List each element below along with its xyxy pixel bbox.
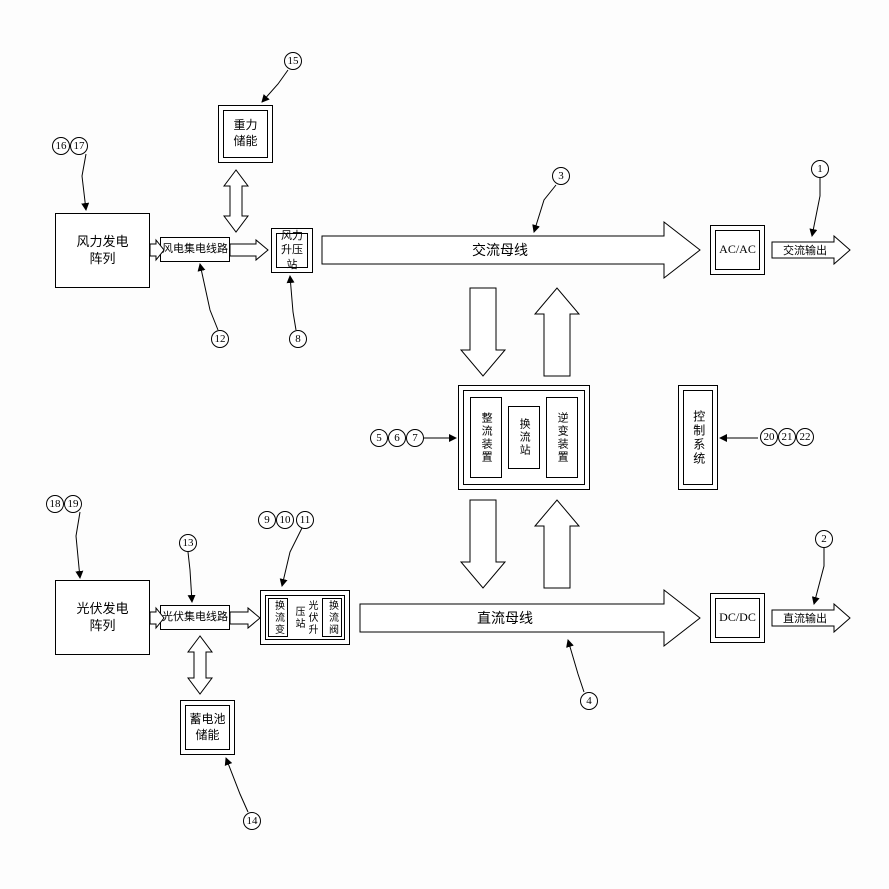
- sub-label: 光伏升压站: [292, 598, 318, 637]
- node-label: 风力发电阵列: [76, 234, 128, 268]
- callout-12: 12: [211, 330, 229, 348]
- callout-4: 4: [580, 692, 598, 710]
- callout-11: 11: [296, 511, 314, 529]
- node-label: 重力储能: [233, 118, 257, 149]
- callout-22: 22: [796, 428, 814, 446]
- node-wind-array: 风力发电阵列: [55, 213, 150, 288]
- callout-19: 19: [64, 495, 82, 513]
- callout-18: 18: [46, 495, 64, 513]
- callout-14: 14: [243, 812, 261, 830]
- node-pv-collect: 光伏集电线路: [160, 605, 230, 630]
- node-label: 光伏发电阵列: [76, 601, 128, 635]
- sub-label: 逆变装置: [555, 412, 569, 464]
- node-wind-collect: 风电集电线路: [160, 237, 230, 262]
- node-wind-boost: 风力升压站: [271, 228, 313, 273]
- node-pv-boost: 换流变 光伏升压站 换流阀: [260, 590, 350, 645]
- sub-label: 整流装置: [479, 412, 493, 464]
- node-label: 风力升压站: [277, 229, 307, 272]
- callout-5: 5: [370, 429, 388, 447]
- callout-9: 9: [258, 511, 276, 529]
- callout-10: 10: [276, 511, 294, 529]
- node-dcdc: DC/DC: [710, 593, 765, 643]
- sub-label: 换流站: [517, 418, 531, 457]
- arrow-collect-to-pvboost: [230, 608, 260, 628]
- node-label: AC/AC: [719, 242, 756, 258]
- callout-8: 8: [289, 330, 307, 348]
- node-label: 蓄电池储能: [189, 712, 225, 743]
- arrow-conv-to-dc: [461, 500, 505, 588]
- dc-bus-label: 直流母线: [477, 610, 533, 627]
- ac-bus-arrow: [322, 222, 700, 278]
- dc-output-label: 直流输出: [783, 611, 827, 625]
- node-converter-station: 整流装置 换流站 逆变装置: [458, 385, 590, 490]
- callout-16: 16: [52, 137, 70, 155]
- ac-output-label: 交流输出: [783, 243, 827, 257]
- diagram-canvas: 风力发电阵列 风电集电线路 重力储能 风力升压站 AC/AC 整流装置 换流站 …: [0, 0, 889, 889]
- callout-6: 6: [388, 429, 406, 447]
- node-gravity-storage: 重力储能: [218, 105, 273, 163]
- callout-15: 15: [284, 52, 302, 70]
- arrow-ac-to-conv: [461, 288, 505, 376]
- callout-13: 13: [179, 534, 197, 552]
- node-label: 光伏集电线路: [162, 610, 228, 624]
- node-label: 控制系统: [690, 410, 706, 466]
- callout-7: 7: [406, 429, 424, 447]
- callout-17: 17: [70, 137, 88, 155]
- node-control-system: 控制系统: [678, 385, 718, 490]
- arrow-dc-to-conv: [535, 500, 579, 588]
- ac-bus-label: 交流母线: [472, 242, 528, 259]
- callout-1: 1: [811, 160, 829, 178]
- node-label: 风电集电线路: [162, 242, 228, 256]
- callout-21: 21: [778, 428, 796, 446]
- node-battery-storage: 蓄电池储能: [180, 700, 235, 755]
- arrow-battery-bi: [188, 636, 212, 694]
- svg-overlay: 交流母线 直流母线 交流输出 直流输出: [0, 0, 889, 889]
- ac-output-arrow: [772, 236, 850, 264]
- callout-2: 2: [815, 530, 833, 548]
- node-label: DC/DC: [719, 610, 756, 626]
- arrow-collect-to-boost: [230, 240, 268, 260]
- arrow-gravity-bi: [224, 170, 248, 232]
- dc-bus-arrow: [360, 590, 700, 646]
- node-acac: AC/AC: [710, 225, 765, 275]
- sub-label: 换流变: [272, 600, 285, 636]
- node-pv-array: 光伏发电阵列: [55, 580, 150, 655]
- sub-label: 换流阀: [326, 600, 339, 636]
- arrow-conv-to-ac: [535, 288, 579, 376]
- callout-20: 20: [760, 428, 778, 446]
- dc-output-arrow: [772, 604, 850, 632]
- callout-3: 3: [552, 167, 570, 185]
